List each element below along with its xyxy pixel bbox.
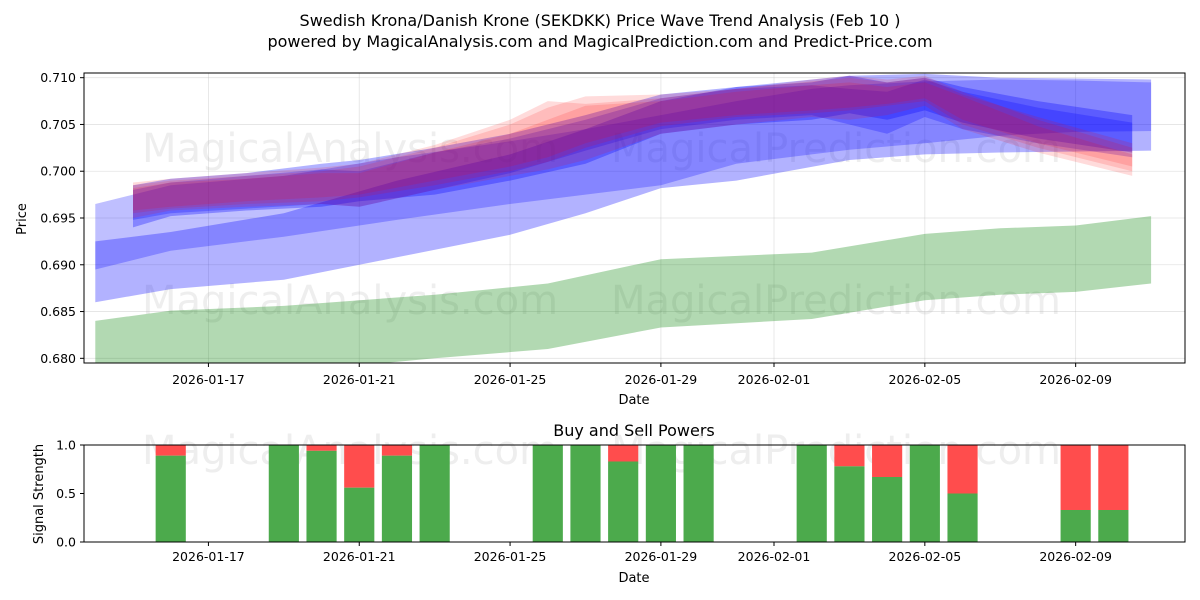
buy-power-bar bbox=[1098, 509, 1129, 542]
signal-panel: Buy and Sell Powers MagicalAnalysis.com … bbox=[32, 421, 1186, 586]
sell-power-bar bbox=[1060, 445, 1091, 510]
watermark-text: MagicalPrediction.com bbox=[611, 126, 1061, 172]
buy-power-bar bbox=[381, 455, 413, 542]
buy-power-bar bbox=[1060, 509, 1091, 542]
band-blue-short-1 bbox=[133, 75, 1133, 228]
sell-power-bar bbox=[306, 445, 337, 451]
price-panel: MagicalAnalysis.com MagicalPrediction.co… bbox=[15, 70, 1186, 408]
x-tick-label: 2026-02-05 bbox=[889, 372, 962, 387]
x-tick-label: 2026-02-09 bbox=[1039, 549, 1112, 564]
y-tick-label: 0.680 bbox=[40, 351, 76, 366]
y-tick-label: 0.695 bbox=[40, 211, 76, 226]
buy-power-bar bbox=[344, 487, 375, 542]
y-tick-label: 0.700 bbox=[40, 164, 76, 179]
price-x-axis-label: Date bbox=[618, 393, 649, 408]
x-tick-label: 2026-01-29 bbox=[625, 549, 698, 564]
sell-power-bar bbox=[834, 445, 865, 467]
price-x-axis: 2026-01-17 2026-01-21 2026-01-25 2026-01-29… bbox=[172, 363, 1112, 387]
price-y-axis: 0.680 0.685 0.690 0.695 0.700 0.705 0.710 bbox=[40, 70, 84, 366]
x-tick-label: 2026-02-05 bbox=[889, 549, 962, 564]
y-tick-label: 0.685 bbox=[40, 304, 76, 319]
band-blue-short-2 bbox=[133, 79, 1133, 220]
y-tick-label: 0.690 bbox=[40, 257, 76, 272]
x-tick-label: 2026-02-09 bbox=[1039, 372, 1112, 387]
buy-power-bar bbox=[419, 445, 450, 542]
sell-power-bar bbox=[381, 445, 413, 456]
sell-power-bar bbox=[1098, 445, 1129, 510]
band-red-short-2 bbox=[133, 82, 1133, 219]
buy-power-bar bbox=[608, 461, 639, 542]
signal-y-axis-label: Signal Strength bbox=[32, 444, 47, 544]
y-tick-label: 0.710 bbox=[40, 70, 76, 85]
sell-power-bar bbox=[344, 445, 375, 488]
buy-power-bar bbox=[306, 450, 337, 542]
buy-power-bar bbox=[796, 445, 827, 542]
band-long-term-trend bbox=[95, 216, 1152, 363]
x-tick-label: 2026-01-25 bbox=[474, 549, 547, 564]
signal-panel-title: Buy and Sell Powers bbox=[553, 421, 715, 440]
x-tick-label: 2026-01-17 bbox=[172, 372, 245, 387]
band-red-short-1 bbox=[133, 75, 1133, 214]
watermark-layer: MagicalAnalysis.com MagicalPrediction.co… bbox=[142, 126, 1061, 324]
signal-x-axis: 2026-01-17 2026-01-21 2026-01-25 2026-01-29… bbox=[172, 542, 1112, 564]
x-tick-label: 2026-01-21 bbox=[323, 549, 396, 564]
buy-power-bar bbox=[683, 445, 714, 542]
sell-power-bar bbox=[608, 445, 639, 462]
x-tick-label: 2026-02-01 bbox=[738, 372, 811, 387]
buy-power-bar bbox=[909, 445, 940, 542]
band-mid-band-upper bbox=[95, 79, 1152, 270]
price-y-axis-label: Price bbox=[15, 203, 30, 235]
y-tick-label: 0.5 bbox=[56, 486, 76, 501]
buy-power-bar bbox=[268, 445, 299, 542]
x-tick-label: 2026-01-25 bbox=[474, 372, 547, 387]
watermark-text: MagicalAnalysis.com bbox=[142, 126, 558, 172]
buy-power-bar bbox=[834, 466, 865, 542]
x-tick-label: 2026-01-21 bbox=[323, 372, 396, 387]
band-red-short-3 bbox=[133, 77, 1133, 211]
signal-x-axis-label: Date bbox=[618, 571, 649, 586]
sell-power-bar bbox=[872, 445, 903, 478]
x-tick-label: 2026-01-17 bbox=[172, 549, 245, 564]
sell-power-bar bbox=[155, 445, 186, 456]
buy-power-bar bbox=[155, 455, 186, 542]
price-grid bbox=[84, 73, 1185, 363]
main-title-line1: Swedish Krona/Danish Krone (SEKDKK) Pric… bbox=[300, 11, 901, 30]
sell-power-bar bbox=[947, 445, 978, 494]
y-tick-label: 0.0 bbox=[56, 535, 76, 550]
buy-power-bar bbox=[947, 493, 978, 542]
buy-power-bar bbox=[645, 445, 676, 542]
buy-power-bar bbox=[532, 445, 563, 542]
main-title-line2: powered by MagicalAnalysis.com and Magic… bbox=[267, 32, 932, 51]
signal-y-axis: 0.0 0.5 1.0 bbox=[56, 438, 84, 550]
price-bands bbox=[95, 73, 1152, 363]
signal-bars bbox=[155, 445, 1129, 542]
watermark-text: MagicalAnalysis.com bbox=[142, 278, 558, 324]
y-tick-label: 0.705 bbox=[40, 117, 76, 132]
band-mid-band-wide bbox=[95, 73, 1152, 303]
watermark-text: MagicalPrediction.com bbox=[611, 278, 1061, 324]
buy-power-bar bbox=[872, 477, 903, 542]
x-tick-label: 2026-01-29 bbox=[625, 372, 698, 387]
y-tick-label: 1.0 bbox=[56, 438, 76, 453]
x-tick-label: 2026-02-01 bbox=[738, 549, 811, 564]
buy-power-bar bbox=[570, 445, 601, 542]
